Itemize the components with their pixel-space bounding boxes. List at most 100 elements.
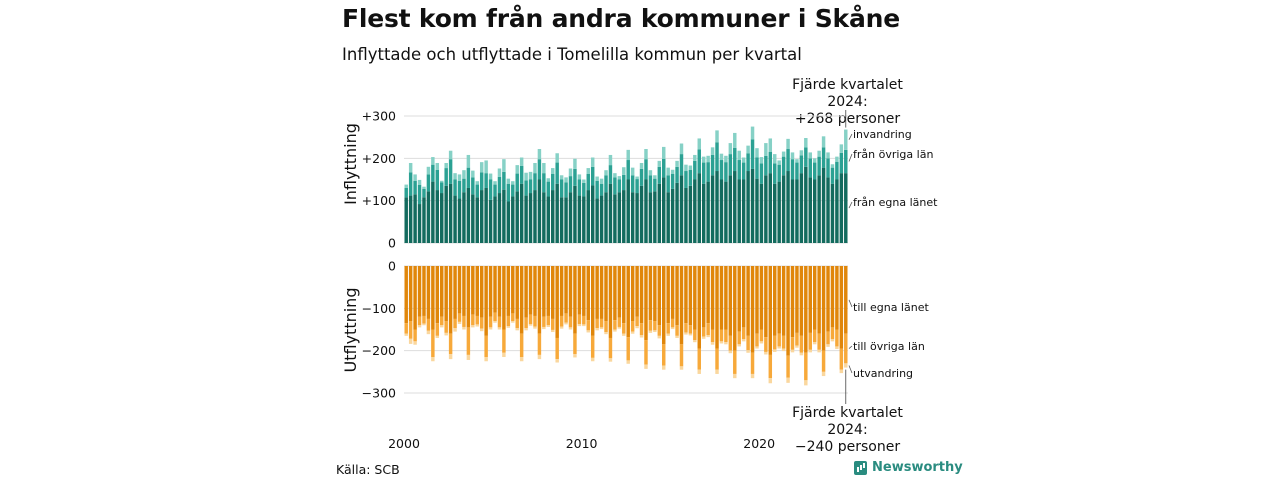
bar-out-other-counties xyxy=(551,318,555,330)
bar-out-own-county xyxy=(577,266,582,315)
bar-out-emigration xyxy=(737,344,741,347)
bar-out-emigration xyxy=(817,349,821,353)
bar-in-other-counties xyxy=(559,179,564,198)
bar-in-other-counties xyxy=(790,159,795,180)
bar-in-own-county xyxy=(595,198,599,243)
bar-out-own-county xyxy=(786,266,790,356)
bar-out-emigration xyxy=(781,348,786,352)
bar-in-own-county xyxy=(653,191,657,243)
bar-in-other-counties xyxy=(462,178,466,193)
bar-out-own-county xyxy=(408,266,413,322)
bar-in-other-counties xyxy=(657,166,662,184)
bar-out-own-county xyxy=(568,266,573,317)
bar-out-emigration xyxy=(684,332,688,335)
y-axis-title-out: Utflyttning xyxy=(341,288,360,373)
bar-out-other-counties xyxy=(728,335,733,351)
bar-out-own-county xyxy=(511,266,515,314)
bar-out-emigration xyxy=(662,365,666,370)
bar-in-own-county xyxy=(777,181,781,243)
bar-out-own-county xyxy=(453,266,457,319)
bar-in-own-county xyxy=(644,179,648,243)
bar-in-immigration xyxy=(515,165,519,174)
bar-out-own-county xyxy=(559,266,564,316)
bar-in-other-counties xyxy=(777,164,781,182)
bar-out-other-counties xyxy=(431,329,435,358)
bar-in-own-county xyxy=(812,179,817,243)
bar-out-own-county xyxy=(546,266,551,316)
bar-out-emigration xyxy=(435,335,440,338)
bar-in-immigration xyxy=(448,150,453,160)
bar-out-other-counties xyxy=(564,313,568,323)
bar-out-own-county xyxy=(448,266,453,334)
bar-out-other-counties xyxy=(528,314,533,324)
bar-in-own-county xyxy=(684,187,688,243)
bar-out-own-county xyxy=(475,266,479,316)
bar-out-emigration xyxy=(577,324,582,327)
bar-out-emigration xyxy=(835,346,839,349)
chart-title: Flest kom från andra kommuner i Skåne xyxy=(342,4,901,33)
bar-out-emigration xyxy=(586,330,590,333)
bar-out-own-county xyxy=(706,266,710,324)
bar-in-own-county xyxy=(728,175,733,243)
bar-out-emigration xyxy=(790,349,795,353)
bar-out-emigration xyxy=(488,327,493,330)
bar-out-emigration xyxy=(826,344,830,347)
bar-in-other-counties xyxy=(781,156,786,176)
bar-out-own-county xyxy=(764,266,768,338)
bar-in-own-county xyxy=(555,183,559,243)
annotation-out-latest: Fjärde kvartalet 2024: −240 personer xyxy=(770,405,925,456)
bar-out-other-counties xyxy=(750,352,755,374)
bar-out-other-counties xyxy=(448,333,453,355)
bar-out-other-counties xyxy=(715,348,719,370)
bar-out-other-counties xyxy=(786,355,790,378)
bar-out-own-county xyxy=(804,266,808,353)
bar-out-emigration xyxy=(466,354,471,360)
bar-in-immigration xyxy=(821,136,826,148)
bar-in-immigration xyxy=(431,157,435,165)
bar-in-immigration xyxy=(537,149,542,160)
bar-out-own-county xyxy=(666,266,670,324)
bar-in-other-counties xyxy=(506,183,511,202)
bar-in-immigration xyxy=(755,148,759,158)
bar-out-own-county xyxy=(590,266,595,336)
bar-out-emigration xyxy=(613,329,617,332)
bar-out-other-counties xyxy=(684,323,688,333)
ytick-label-in: 0 xyxy=(388,236,396,251)
bar-out-own-county xyxy=(608,266,613,338)
bar-in-immigration xyxy=(626,149,630,161)
bar-in-other-counties xyxy=(746,153,750,172)
bar-in-other-counties xyxy=(639,168,644,186)
bar-out-other-counties xyxy=(737,331,741,345)
bar-in-immigration xyxy=(559,175,564,180)
bar-in-own-county xyxy=(759,183,764,243)
bar-out-emigration xyxy=(622,333,626,336)
bar-out-own-county xyxy=(528,266,533,315)
bar-in-other-counties xyxy=(768,151,773,174)
bar-out-own-county xyxy=(759,266,764,330)
bar-in-own-county xyxy=(693,179,697,243)
bar-in-other-counties xyxy=(466,167,471,188)
bar-out-emigration xyxy=(555,359,559,363)
bar-in-immigration xyxy=(595,176,599,181)
bar-out-emigration xyxy=(404,333,408,336)
bar-in-own-county xyxy=(839,173,844,243)
bar-in-immigration xyxy=(826,152,830,159)
label-leader-in xyxy=(848,133,853,140)
bar-in-other-counties xyxy=(528,179,533,194)
bar-in-immigration xyxy=(675,160,679,167)
bar-in-immigration xyxy=(764,143,768,156)
bar-in-own-county xyxy=(675,182,679,243)
xtick-label: 2010 xyxy=(566,436,598,451)
bar-in-other-counties xyxy=(644,159,648,180)
ytick-label-in: +200 xyxy=(362,151,396,166)
bar-out-emigration xyxy=(799,352,804,356)
bar-in-other-counties xyxy=(479,172,484,191)
bar-in-own-county xyxy=(764,175,768,243)
bar-out-other-counties xyxy=(417,316,422,326)
bar-in-own-county xyxy=(488,199,493,243)
ytick-label-in: +300 xyxy=(362,109,396,124)
bar-in-immigration xyxy=(839,144,844,153)
bar-in-immigration xyxy=(453,173,457,180)
bar-out-other-counties xyxy=(812,329,817,343)
bar-in-other-counties xyxy=(564,182,568,198)
